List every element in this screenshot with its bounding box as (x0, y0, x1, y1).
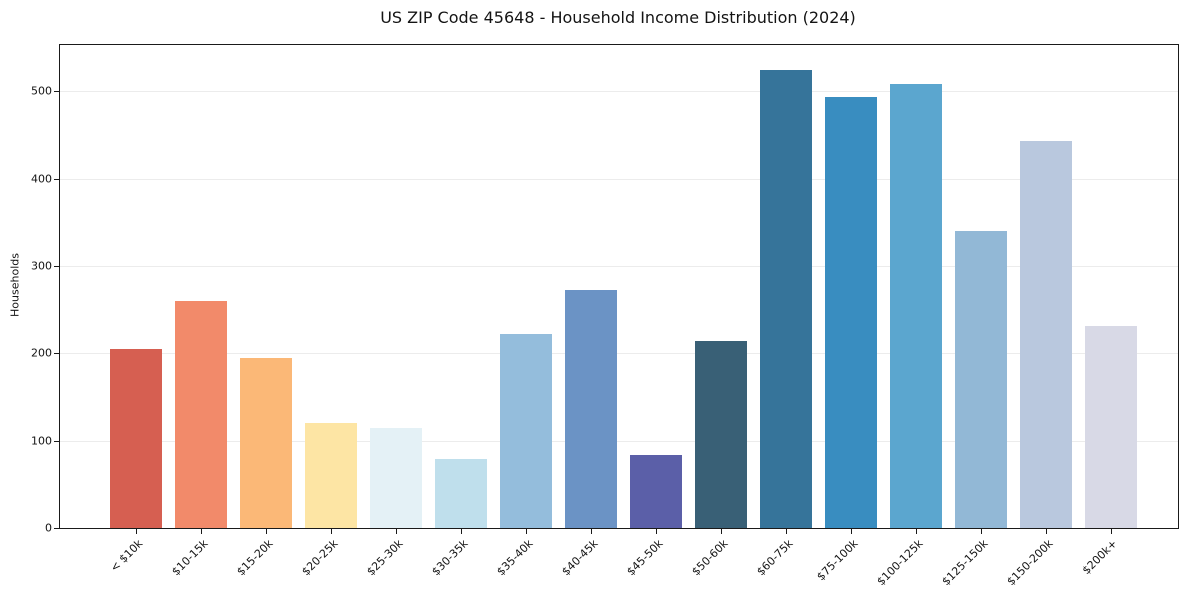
x-tick-label: $25-30k (363, 537, 406, 579)
x-tick-mark (201, 529, 202, 534)
x-tick-mark (981, 529, 982, 534)
y-tick-label: 400 (31, 172, 52, 186)
x-tick-label: $10-15k (168, 537, 211, 579)
bar-$50-60k (695, 341, 747, 528)
x-tick-label: $20-25k (298, 537, 341, 579)
bar-$200k+ (1085, 326, 1137, 528)
bar-< $10k (110, 348, 162, 528)
x-tick-label: $100-125k (874, 537, 926, 589)
x-tick-mark (461, 529, 462, 534)
x-tick-label: $75-100k (813, 537, 861, 584)
bar-$25-30k (370, 427, 422, 528)
x-tick-mark (721, 529, 722, 534)
x-tick-mark (1046, 529, 1047, 534)
gridline (60, 91, 1178, 93)
y-tick-mark (54, 528, 59, 529)
y-axis-label: Households (8, 253, 22, 317)
bar-$45-50k (630, 454, 682, 528)
gridline (60, 440, 1178, 442)
bar-$150-200k (1020, 141, 1072, 528)
chart-title: US ZIP Code 45648 - Household Income Dis… (380, 8, 856, 27)
x-tick-label: $200k+ (1080, 537, 1121, 578)
y-tick-mark (54, 178, 59, 180)
x-tick-mark (786, 529, 787, 534)
bar-$20-25k (305, 423, 357, 528)
x-tick-mark (396, 529, 397, 534)
x-tick-mark (851, 529, 852, 534)
x-tick-mark (591, 529, 592, 534)
x-tick-mark (656, 529, 657, 534)
x-tick-mark (1111, 529, 1112, 534)
y-tick-mark (54, 353, 59, 355)
bar-$15-20k (240, 357, 292, 528)
bar-$30-35k (435, 459, 487, 528)
x-tick-label: $125-150k (939, 537, 991, 589)
y-tick-mark (54, 91, 59, 93)
y-tick-label: 300 (31, 259, 52, 273)
x-tick-mark (916, 529, 917, 534)
bar-$60-75k (760, 69, 812, 528)
x-tick-mark (526, 529, 527, 534)
x-tick-mark (266, 529, 267, 534)
bar-$10-15k (175, 300, 227, 528)
y-tick-label: 0 (45, 521, 52, 535)
x-tick-mark (331, 529, 332, 534)
y-tick-mark (54, 266, 59, 267)
x-tick-label: $30-35k (428, 537, 471, 579)
x-tick-label: $60-75k (753, 537, 796, 579)
x-tick-label: $35-40k (493, 537, 536, 579)
x-tick-mark (136, 529, 137, 534)
x-tick-label: $15-20k (233, 537, 276, 579)
gridline (60, 178, 1178, 180)
gridline (60, 353, 1178, 355)
x-tick-label: $45-50k (623, 537, 666, 579)
x-tick-label: < $10k (107, 537, 146, 575)
x-tick-label: $40-45k (558, 537, 601, 579)
x-tick-label: $150-200k (1004, 537, 1056, 589)
bar-$100-125k (890, 84, 942, 528)
y-tick-mark (54, 440, 59, 442)
bar-$35-40k (500, 334, 552, 528)
bar-$75-100k (825, 96, 877, 528)
bar-$40-45k (565, 290, 617, 528)
y-tick-label: 100 (31, 434, 52, 448)
y-tick-label: 500 (31, 84, 52, 98)
plot-area: 0 100 200 300 400 500 < $10k $10-15k $15-20k $20-… (31, 44, 1179, 588)
bar-$125-150k (955, 231, 1007, 528)
y-tick-label: 200 (31, 346, 52, 360)
gridline (60, 266, 1178, 267)
x-tick-label: $50-60k (688, 537, 731, 579)
